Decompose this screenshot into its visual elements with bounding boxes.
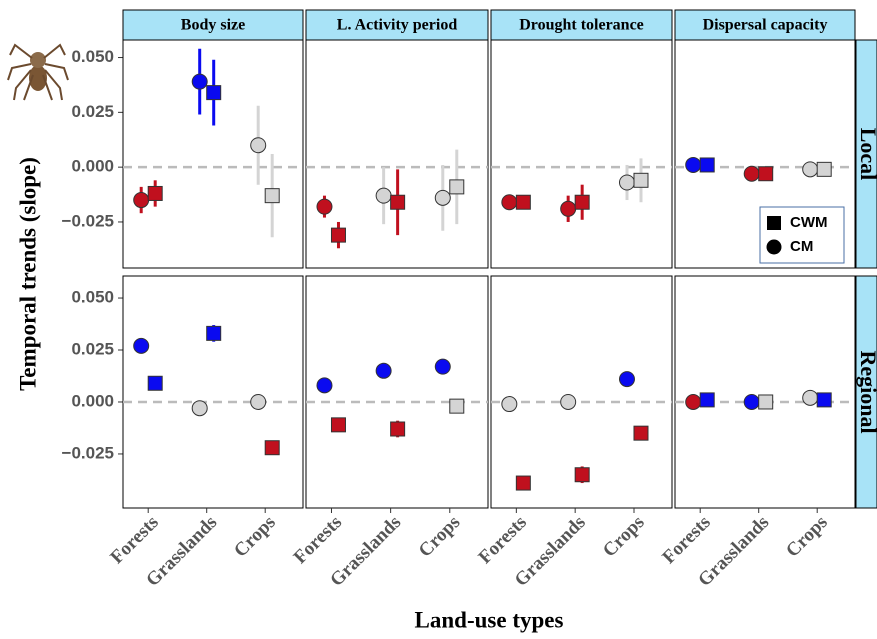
column-title: Dispersal capacity bbox=[703, 17, 828, 34]
point-cm bbox=[560, 393, 577, 410]
panel bbox=[122, 275, 304, 509]
point-cm bbox=[191, 400, 208, 417]
y-tick-label: −0.025 bbox=[62, 211, 114, 230]
point-cwm bbox=[330, 417, 346, 433]
x-tick-label: Forests bbox=[475, 512, 531, 568]
point-cm bbox=[250, 393, 267, 410]
x-tick-label: Forests bbox=[290, 512, 346, 568]
y-tick-label: 0.025 bbox=[71, 102, 114, 121]
point-cwm bbox=[816, 161, 832, 177]
point-cwm bbox=[574, 194, 590, 210]
column-strip bbox=[122, 9, 304, 41]
row-title: Regional bbox=[856, 350, 877, 433]
legend-label: CWM bbox=[790, 214, 828, 231]
point-cm bbox=[743, 165, 760, 182]
point-cwm bbox=[758, 394, 774, 410]
point-cwm bbox=[206, 325, 222, 341]
x-tick-label: Forests bbox=[658, 512, 714, 568]
point-cm bbox=[618, 174, 635, 191]
y-tick-label: 0.025 bbox=[71, 339, 114, 358]
x-tick-label: Crops bbox=[230, 512, 280, 562]
column-strip bbox=[674, 9, 856, 41]
x-tick-label: Crops bbox=[599, 512, 649, 562]
panel bbox=[490, 39, 673, 269]
x-axis-label: Land-use types bbox=[415, 607, 564, 632]
x-tick-label: Crops bbox=[782, 512, 832, 562]
point-cwm bbox=[147, 185, 163, 201]
point-cm bbox=[743, 393, 760, 410]
point-cm bbox=[375, 187, 392, 204]
point-cwm bbox=[699, 392, 715, 408]
point-cwm bbox=[264, 188, 280, 204]
point-cm bbox=[802, 389, 819, 406]
point-cwm bbox=[816, 392, 832, 408]
point-cwm bbox=[449, 398, 465, 414]
point-cwm bbox=[330, 227, 346, 243]
point-cwm bbox=[206, 85, 222, 101]
point-cwm bbox=[390, 421, 406, 437]
row-strip bbox=[855, 39, 877, 269]
column-title: Drought tolerance bbox=[519, 17, 644, 34]
point-cm bbox=[685, 156, 702, 173]
legend-label: CM bbox=[790, 238, 813, 255]
y-axis-label: Temporal trends (slope) bbox=[15, 157, 40, 391]
point-cm bbox=[501, 194, 518, 211]
point-cm bbox=[501, 396, 518, 413]
x-tick-label: Forests bbox=[106, 512, 162, 568]
point-cm bbox=[191, 73, 208, 90]
y-tick-label: 0.050 bbox=[71, 288, 114, 307]
column-title: Body size bbox=[181, 17, 245, 34]
panel bbox=[674, 275, 856, 509]
point-cwm bbox=[515, 194, 531, 210]
point-cm bbox=[618, 371, 635, 388]
point-cwm bbox=[449, 179, 465, 195]
x-tick-label: Crops bbox=[415, 512, 465, 562]
point-cwm bbox=[633, 425, 649, 441]
column-title: L. Activity period bbox=[337, 17, 458, 34]
legend-marker bbox=[766, 239, 782, 255]
y-tick-label: −0.025 bbox=[62, 443, 114, 462]
point-cm bbox=[316, 198, 333, 215]
point-cm bbox=[802, 161, 819, 178]
point-cwm bbox=[574, 467, 590, 483]
y-tick-label: 0.000 bbox=[71, 391, 114, 410]
point-cwm bbox=[147, 375, 163, 391]
point-cwm bbox=[758, 166, 774, 182]
point-cm bbox=[685, 393, 702, 410]
point-cm bbox=[133, 192, 150, 209]
legend-marker bbox=[767, 216, 781, 230]
point-cm bbox=[434, 358, 451, 375]
row-title: Local bbox=[856, 128, 877, 181]
point-cm bbox=[434, 189, 451, 206]
spider-icon bbox=[7, 43, 69, 101]
point-cwm bbox=[633, 172, 649, 188]
y-tick-label: 0.050 bbox=[71, 47, 114, 66]
point-cwm bbox=[699, 157, 715, 173]
point-cm bbox=[560, 200, 577, 217]
point-cwm bbox=[390, 194, 406, 210]
y-tick-label: 0.000 bbox=[71, 157, 114, 176]
panel bbox=[305, 275, 489, 509]
point-cm bbox=[250, 137, 267, 154]
column-strip bbox=[490, 9, 673, 41]
point-cm bbox=[375, 362, 392, 379]
point-cwm bbox=[264, 440, 280, 456]
point-cm bbox=[316, 377, 333, 394]
point-cwm bbox=[515, 475, 531, 491]
row-strip bbox=[855, 275, 877, 509]
point-cm bbox=[133, 337, 150, 354]
